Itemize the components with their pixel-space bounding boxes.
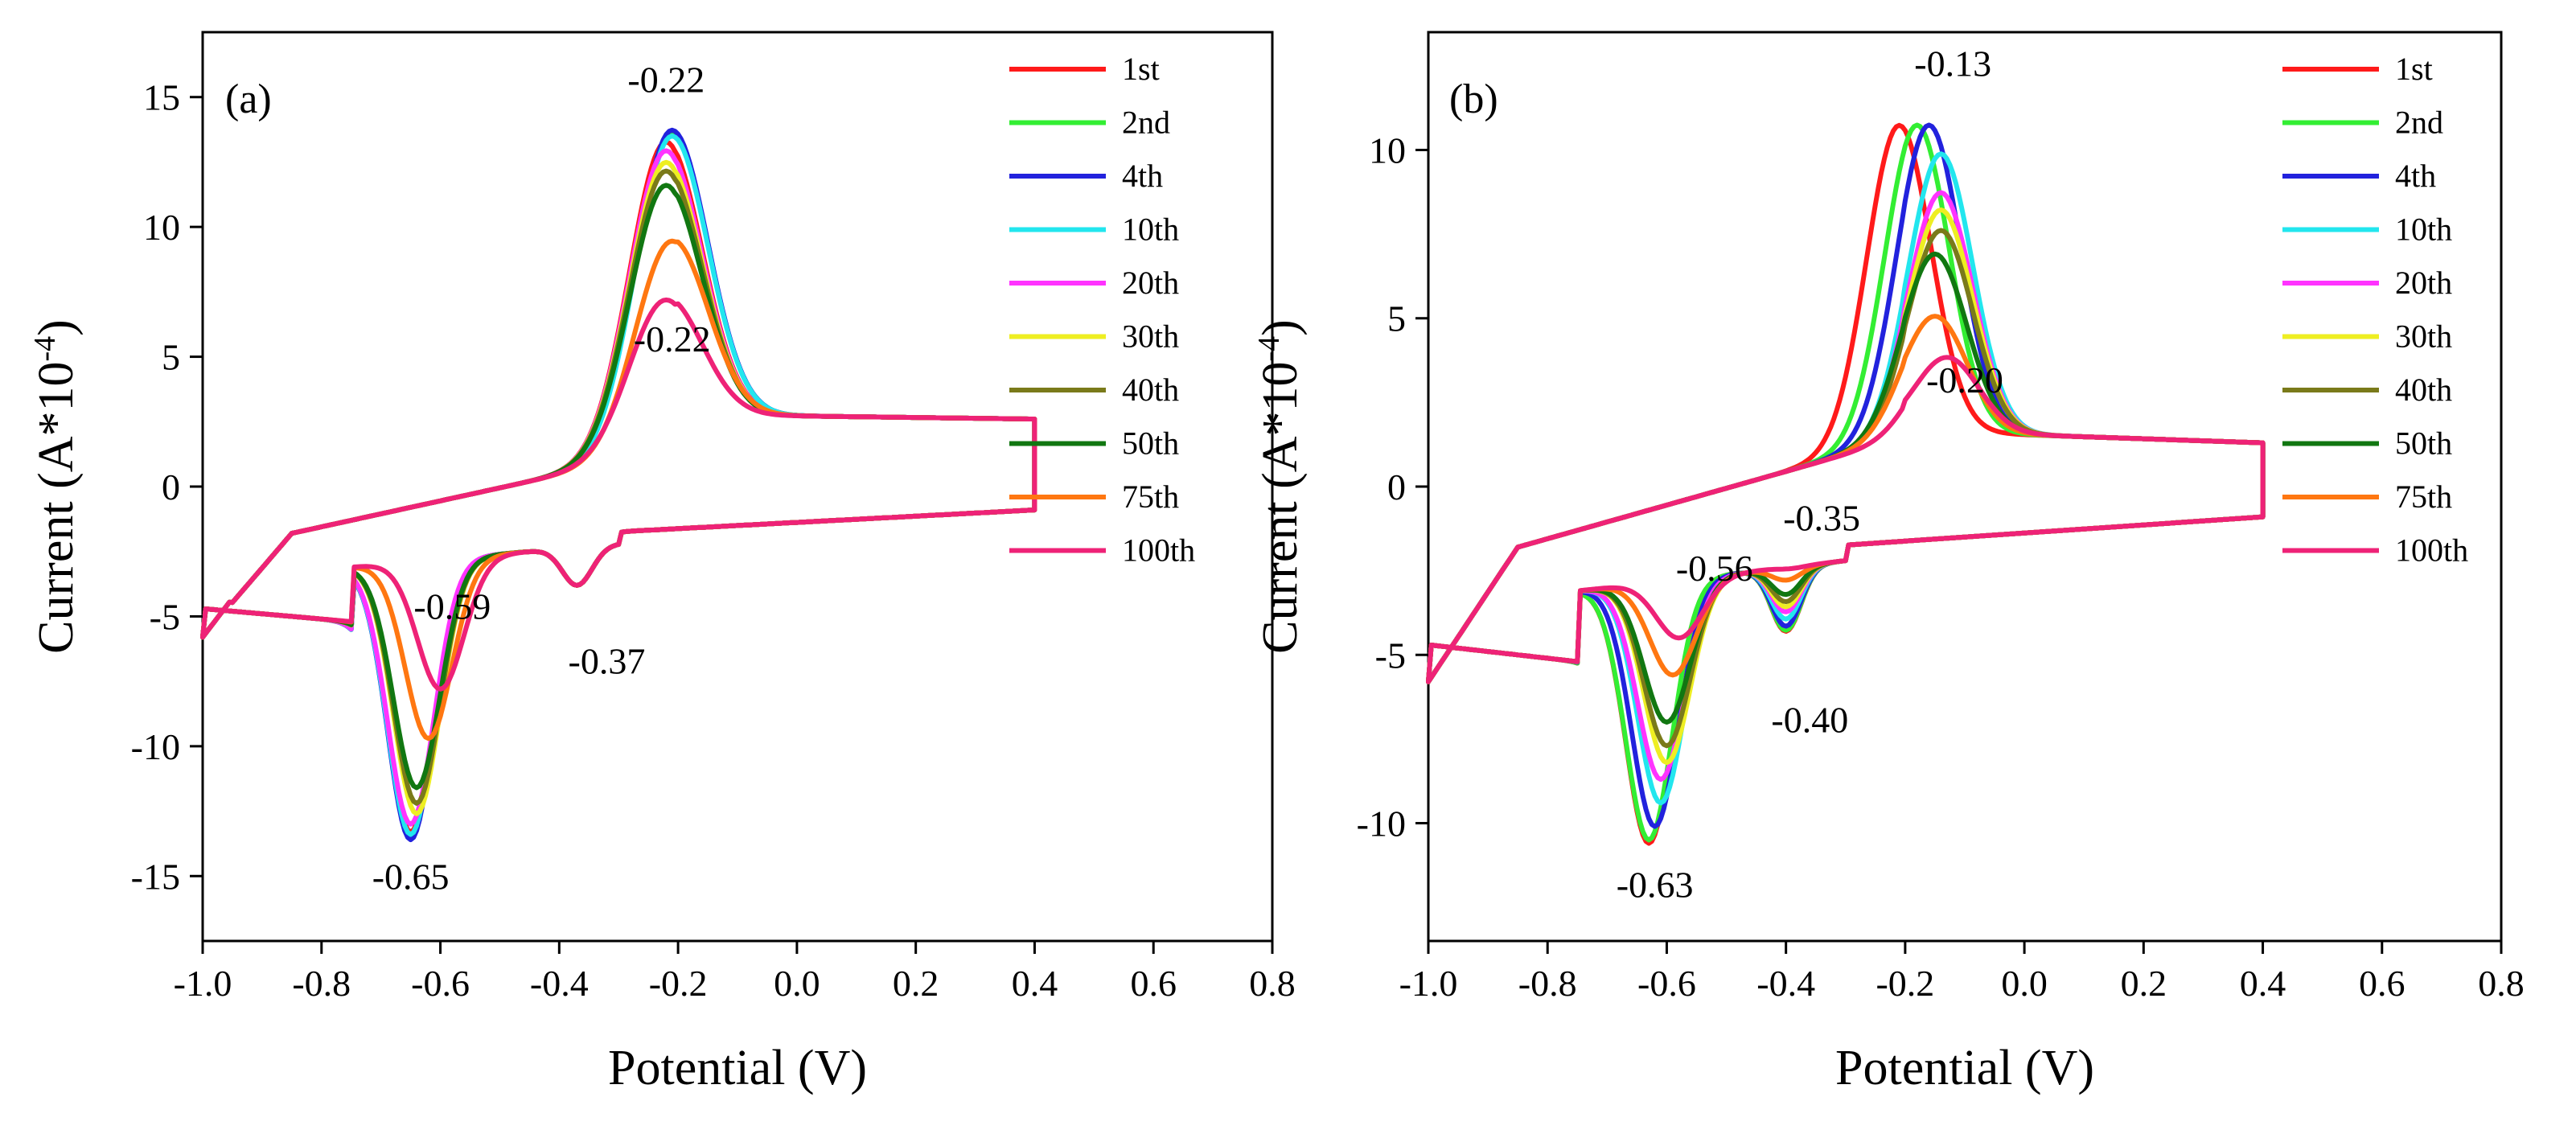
legend-label-4th: 4th xyxy=(1122,158,1163,194)
series-line-100th xyxy=(1426,355,2266,684)
series-line-20th xyxy=(1426,190,2266,783)
x-tick-label: -0.6 xyxy=(411,963,470,1004)
series-line-50th xyxy=(200,183,1037,791)
y-tick-label: 5 xyxy=(1387,298,1406,339)
x-tick-label: -0.4 xyxy=(1756,963,1815,1004)
x-tick-label: 0.2 xyxy=(2121,963,2167,1004)
series-line-1st xyxy=(200,139,1037,835)
series-line-10th xyxy=(200,134,1037,837)
plot-frame xyxy=(1427,31,2503,943)
peak-annotation: -0.37 xyxy=(569,640,646,681)
y-tick-label: -10 xyxy=(1357,803,1406,844)
legend-label-30th: 30th xyxy=(2395,318,2452,355)
panel-label: (a) xyxy=(225,76,272,122)
series-line-30th xyxy=(1426,207,2266,766)
panel-a: -1.0 -0.8 -0.6 -0.4 -0.2 0.0 0.2 0.4 0.6 0.8 15 10 5… xyxy=(28,31,1296,1095)
x-tick-label: -1.0 xyxy=(174,963,232,1004)
legend-label-10th: 10th xyxy=(2395,212,2452,248)
legend-label-50th: 50th xyxy=(2395,425,2452,462)
series-line-30th xyxy=(200,159,1037,816)
peak-annotation: -0.22 xyxy=(634,318,711,360)
peak-annotation: -0.63 xyxy=(1617,865,1694,906)
panel-label: (b) xyxy=(1449,76,1498,122)
legend-label-30th: 30th xyxy=(1122,318,1179,355)
x-tick-label: -0.8 xyxy=(1518,963,1577,1004)
y-tick-label: 10 xyxy=(1369,129,1406,171)
legend-label-2nd: 2nd xyxy=(2395,105,2443,141)
legend-label-1st: 1st xyxy=(2395,51,2433,87)
x-tick-label: 0.4 xyxy=(2240,963,2286,1004)
series-line-2nd xyxy=(200,130,1037,840)
y-tick-label: 10 xyxy=(143,207,180,248)
series-line-100th xyxy=(200,297,1037,692)
legend-label-10th: 10th xyxy=(1122,212,1179,248)
series-line-40th xyxy=(1426,228,2266,749)
legend-label-20th: 20th xyxy=(2395,265,2452,301)
legend-label-40th: 40th xyxy=(2395,372,2452,408)
x-axis-title: Potential (V) xyxy=(1835,1041,2094,1095)
x-tick-label: -0.6 xyxy=(1637,963,1696,1004)
series-line-4th xyxy=(200,127,1037,843)
peak-annotation: -0.35 xyxy=(1783,497,1860,538)
y-axis-title: Current (A*10-4) xyxy=(1252,319,1308,654)
legend-label-100th: 100th xyxy=(2395,532,2468,569)
legend-label-100th: 100th xyxy=(1122,532,1195,569)
y-tick-label: 5 xyxy=(162,337,180,378)
peak-annotation: -0.59 xyxy=(413,586,491,627)
y-tick-label: 0 xyxy=(162,466,180,507)
y-tick-label: 15 xyxy=(143,77,180,118)
y-tick-label: 0 xyxy=(1387,466,1406,507)
peak-annotation: -0.13 xyxy=(1914,43,1991,84)
series-line-20th xyxy=(200,148,1037,827)
x-tick-label: 0.8 xyxy=(2478,963,2525,1004)
x-tick-label: 0.6 xyxy=(1130,963,1177,1004)
x-tick-label: 0.0 xyxy=(774,963,820,1004)
y-axis-title: Current (A*10-4) xyxy=(28,319,84,654)
legend-label-75th: 75th xyxy=(2395,479,2452,515)
legend-label-40th: 40th xyxy=(1122,372,1179,408)
panel-b: -1.0 -0.8 -0.6 -0.4 -0.2 0.0 0.2 0.4 0.6 0.8 10 5 0 -… xyxy=(1252,31,2525,1095)
legend-label-75th: 75th xyxy=(1122,479,1179,515)
series-line-50th xyxy=(1426,251,2266,725)
x-tick-label: -0.4 xyxy=(530,963,589,1004)
x-tick-label: -0.2 xyxy=(649,963,708,1004)
plot-frame xyxy=(201,31,1274,943)
peak-annotation: -0.65 xyxy=(372,856,450,897)
x-tick-label: 0.2 xyxy=(893,963,939,1004)
y-tick-label: -15 xyxy=(131,856,180,897)
legend-label-20th: 20th xyxy=(1122,265,1179,301)
series-line-40th xyxy=(200,168,1037,806)
x-tick-label: -0.2 xyxy=(1876,963,1934,1004)
peak-annotation: -0.56 xyxy=(1676,548,1753,589)
x-tick-label: 0.8 xyxy=(1249,963,1296,1004)
x-tick-label: -1.0 xyxy=(1399,963,1458,1004)
legend-label-50th: 50th xyxy=(1122,425,1179,462)
y-tick-label: -5 xyxy=(150,596,180,637)
peak-annotation: -0.40 xyxy=(1771,700,1848,741)
peak-annotation: -0.22 xyxy=(627,59,705,100)
x-tick-label: 0.6 xyxy=(2359,963,2405,1004)
legend-label-2nd: 2nd xyxy=(1122,105,1170,141)
legend-label-1st: 1st xyxy=(1122,51,1160,87)
x-tick-label: 0.0 xyxy=(2001,963,2048,1004)
legend-label-4th: 4th xyxy=(2395,158,2436,194)
x-tick-label: -0.8 xyxy=(292,963,351,1004)
y-tick-label: -10 xyxy=(131,726,180,767)
x-tick-label: 0.4 xyxy=(1012,963,1058,1004)
x-axis-title: Potential (V) xyxy=(608,1041,867,1095)
y-tick-label: -5 xyxy=(1375,635,1406,676)
peak-annotation: -0.20 xyxy=(1926,360,2003,401)
